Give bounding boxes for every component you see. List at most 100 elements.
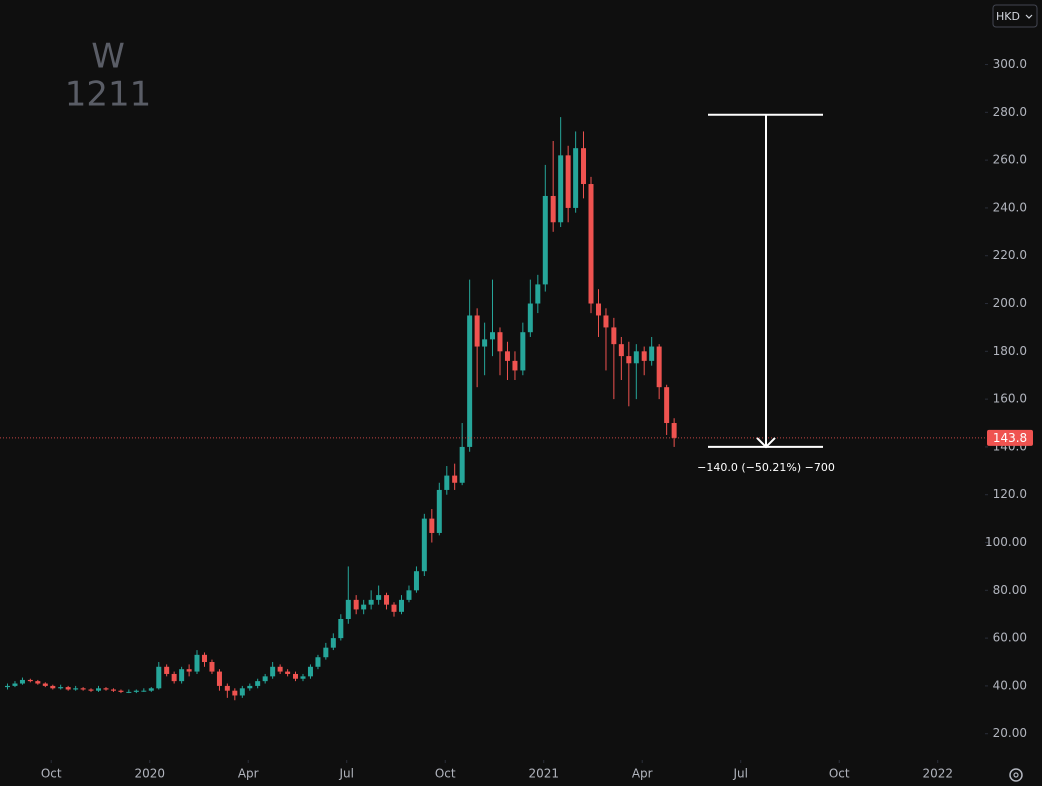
candle-body [88,689,94,691]
candle-body [133,690,139,692]
candle-body [656,346,662,388]
candle-body [588,184,594,304]
y-tick-label: 200.0 [993,296,1027,310]
y-tick-label: 60.00 [993,631,1027,645]
measure-label: −140.0 (−50.21%) −700 [697,461,835,474]
candle-body [179,669,185,682]
candle-body [482,339,488,347]
candle-body [459,446,465,483]
y-tick-label: 80.00 [993,583,1027,597]
candle-body [216,671,222,686]
dropdown-chevron[interactable] [1025,14,1033,19]
candle-body [595,303,601,316]
candle-body [73,688,79,690]
watermark-symbol: 1211 [65,75,152,115]
candle-body [406,590,412,600]
candle-body [12,683,18,686]
candle-body [611,327,617,345]
candle-body [436,489,442,533]
candle-body [368,599,374,605]
candle-body [255,681,261,686]
candle-body [194,654,200,672]
currency-button[interactable]: HKD [992,4,1038,28]
candle-body [671,423,677,438]
candle-body [573,148,579,208]
candle-body [65,687,71,690]
watermark-interval: W [91,37,125,77]
candle-body [353,599,359,610]
candle-body [239,688,245,696]
candle-body [171,673,177,682]
candle-body [626,356,632,364]
candle-body [307,666,313,677]
y-tick-label: 100.00 [985,535,1027,549]
candle-body [27,679,33,682]
x-tick-label: Apr [238,767,259,781]
candle-body [232,690,238,696]
candle-body [520,332,526,371]
candle-body [323,647,329,658]
candle-body [19,679,25,684]
candle-body [209,662,215,672]
candle-body [126,691,132,693]
candle-body [535,284,541,304]
currency-box[interactable] [992,4,1038,28]
candle-body [497,332,503,352]
candle-body [148,688,154,691]
x-tick-label: 2022 [922,767,953,781]
candle-body [35,681,41,684]
candle-body [504,351,510,361]
candle-body [512,360,518,371]
candle-body [4,685,10,688]
candle-body [391,604,397,612]
y-tick-label: 20.00 [993,726,1027,740]
candle-body [581,148,587,185]
candle-body [42,683,48,686]
y-tick-label: 120.0 [993,487,1027,501]
candle-body [345,599,351,619]
candle-body [413,571,419,591]
x-tick-label: Oct [829,767,850,781]
candle-body [285,671,291,674]
candle-body [118,690,124,692]
plot-area [4,117,677,701]
candle-body [156,666,162,689]
candle-body [633,351,639,364]
candle-body [558,155,564,223]
candle-body [649,346,655,361]
x-tick-label: Oct [41,767,62,781]
y-tick-label: 160.0 [993,392,1027,406]
candle-body [262,676,268,682]
candle-body [542,195,548,285]
candle-body [565,155,571,208]
currency-label[interactable]: HKD [996,10,1020,23]
candle-body [361,604,367,610]
candle-body [338,618,344,639]
gear-center[interactable] [1013,772,1019,778]
candle-body [467,315,473,447]
gear-icon[interactable] [1009,768,1023,782]
y-tick-label: 180.0 [993,344,1027,358]
candle-body [376,595,382,600]
candle-body [277,666,283,672]
candle-body [330,638,336,648]
candle-body [186,669,192,672]
candle-body [224,685,230,691]
candle-body [550,195,556,223]
x-tick-label: Jul [732,767,747,781]
y-tick-label: 40.00 [993,678,1027,692]
y-tick-label: 240.0 [993,200,1027,214]
settings-button[interactable] [1009,768,1023,782]
y-tick-label: 220.0 [993,248,1027,262]
candle-body [664,387,670,424]
x-tick-label: Jul [338,767,353,781]
measure-arrowhead [756,437,776,449]
candle-body [527,303,533,333]
candle-body [490,332,495,340]
y-tick-label: 280.0 [993,105,1027,119]
candle-body [429,518,435,533]
candle-body [293,673,298,679]
last-price-box [987,429,1033,446]
